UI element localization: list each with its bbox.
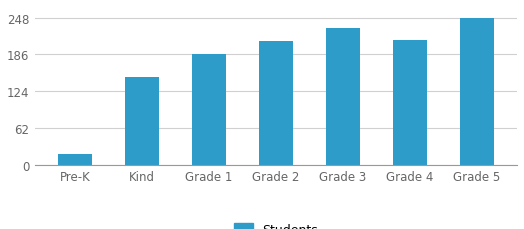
Bar <box>393 41 427 165</box>
Legend: Students: Students <box>229 218 323 229</box>
Bar <box>192 55 226 165</box>
Bar <box>460 19 494 165</box>
Bar <box>125 78 159 165</box>
Bar <box>326 29 359 165</box>
Bar <box>259 42 293 165</box>
Bar <box>59 154 92 165</box>
